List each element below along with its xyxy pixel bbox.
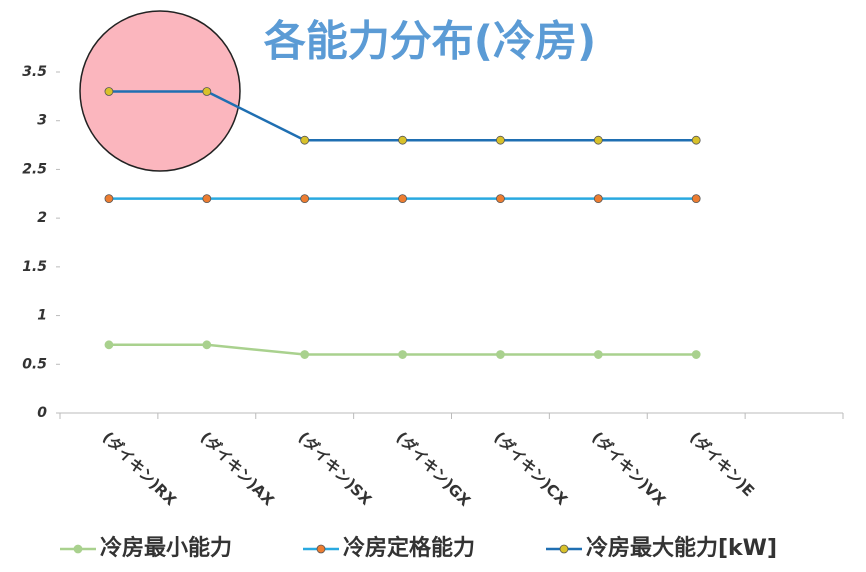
x-tick-label: (ダイキン)E bbox=[686, 428, 758, 500]
marker bbox=[300, 194, 310, 204]
y-tick-label: 2.5 bbox=[22, 161, 47, 177]
marker bbox=[593, 135, 603, 145]
y-tick-label: 3.5 bbox=[22, 64, 47, 80]
x-tick-label: (ダイキン)SX bbox=[295, 428, 376, 509]
marker bbox=[691, 350, 701, 359]
y-tick-label: 3 bbox=[37, 113, 47, 129]
legend-label: 冷房最大能力[kW] bbox=[586, 535, 777, 561]
marker bbox=[300, 350, 310, 359]
legend-marker bbox=[73, 544, 83, 554]
marker bbox=[398, 135, 407, 145]
y-tick-label: 0.5 bbox=[22, 356, 47, 372]
marker bbox=[496, 135, 505, 145]
marker bbox=[104, 87, 114, 96]
marker bbox=[691, 135, 701, 145]
marker bbox=[202, 340, 212, 350]
x-tick-label: (ダイキン)CX bbox=[490, 428, 571, 509]
x-tick-label: (ダイキン)RX bbox=[99, 428, 180, 509]
legend-marker bbox=[316, 544, 326, 554]
marker bbox=[496, 194, 505, 204]
marker bbox=[496, 350, 505, 359]
marker bbox=[104, 194, 114, 204]
y-tick-label: 1.5 bbox=[22, 259, 47, 275]
legend-label: 冷房定格能力 bbox=[343, 535, 475, 561]
marker bbox=[300, 135, 310, 145]
x-tick-label: (ダイキン)GX bbox=[393, 428, 475, 510]
chart-title: 各能力分布(冷房) bbox=[264, 17, 596, 66]
x-tick-label: (ダイキン)AX bbox=[197, 428, 278, 509]
marker bbox=[398, 194, 407, 204]
marker bbox=[691, 194, 701, 204]
marker bbox=[593, 194, 603, 204]
marker bbox=[398, 350, 407, 359]
marker bbox=[104, 340, 114, 350]
x-tick-label: (ダイキン)VX bbox=[588, 428, 669, 509]
legend-label: 冷房最小能力 bbox=[100, 535, 232, 561]
y-tick-label: 2 bbox=[37, 210, 47, 226]
y-tick-label: 0 bbox=[37, 405, 47, 421]
marker bbox=[202, 194, 212, 204]
legend-marker bbox=[559, 544, 569, 554]
marker bbox=[202, 87, 212, 96]
marker bbox=[593, 350, 603, 359]
y-tick-label: 1 bbox=[37, 308, 47, 324]
